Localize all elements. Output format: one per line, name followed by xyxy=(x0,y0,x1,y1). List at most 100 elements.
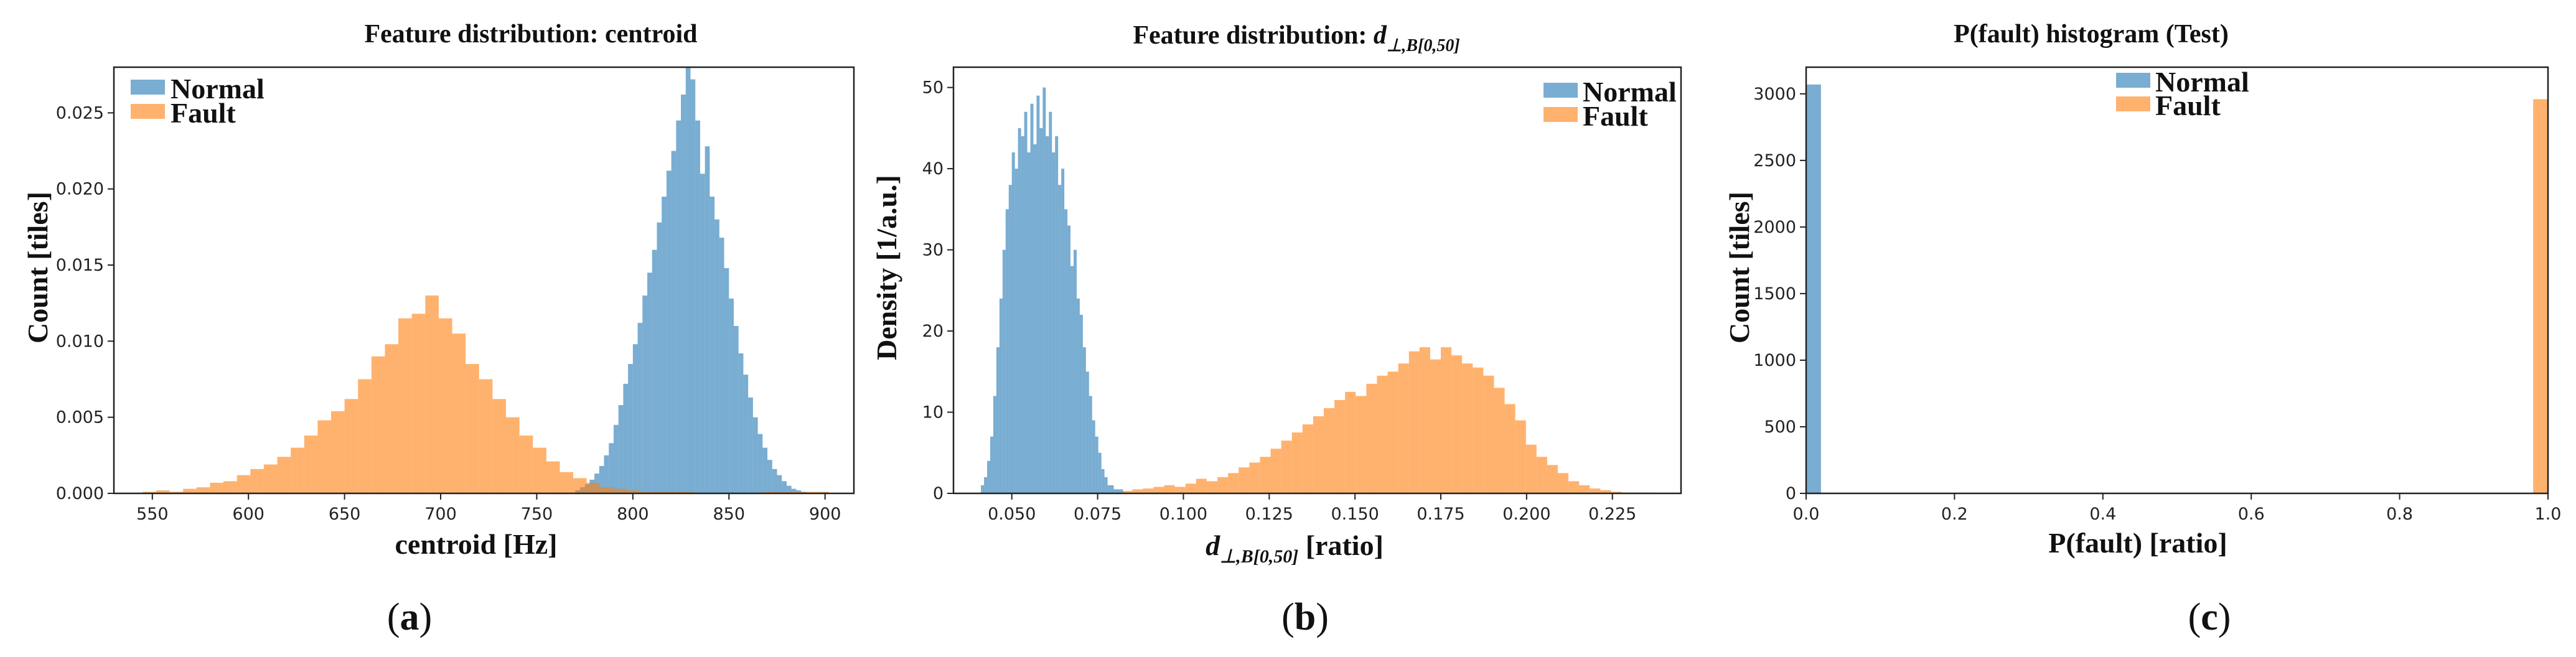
histogram-bar xyxy=(1483,375,1494,493)
series-normal xyxy=(1806,84,1821,493)
panel-c: P(fault) histogram (Test) 0.0 0.2 0.4 0.6 0.… xyxy=(1723,20,2561,638)
panel-c-label: (c) xyxy=(2188,596,2231,638)
histogram-bar xyxy=(479,379,493,493)
histogram-bar xyxy=(695,120,700,494)
histogram-bar xyxy=(210,482,224,494)
histogram-bar xyxy=(1033,144,1037,493)
histogram-bar xyxy=(666,170,672,493)
legend-label-fault: Fault xyxy=(2155,90,2221,121)
y-tick-label: 40 xyxy=(922,159,944,179)
histogram-bar xyxy=(492,399,507,493)
panel-b-title: Feature distribution: d⊥,B[0,50] xyxy=(1133,21,1459,55)
histogram-bar xyxy=(1568,481,1580,493)
histogram-bar xyxy=(1419,347,1430,493)
histogram-bar xyxy=(263,464,278,493)
histogram-bar xyxy=(385,344,399,493)
histogram-bar xyxy=(719,238,724,493)
histogram-bar xyxy=(1611,492,1622,493)
histogram-bar xyxy=(1122,491,1133,493)
histogram-bar xyxy=(662,196,667,493)
histogram-bar xyxy=(1039,128,1043,494)
histogram-bar xyxy=(1590,488,1601,493)
histogram-bar xyxy=(1547,465,1558,493)
histogram-bar xyxy=(1024,111,1028,493)
x-tick-label: 0.4 xyxy=(2089,505,2116,524)
histogram-bar xyxy=(705,146,710,493)
histogram-bar xyxy=(1164,485,1175,493)
histogram-bar xyxy=(1095,436,1098,493)
panel-b-legend: Normal Fault xyxy=(1543,76,1677,132)
legend-label-fault: Fault xyxy=(171,97,236,129)
histogram-bar xyxy=(733,325,739,493)
x-tick-label: 0.050 xyxy=(988,505,1036,524)
x-tick-label: 850 xyxy=(713,505,745,524)
histogram-bar xyxy=(1079,314,1083,493)
y-tick-label: 1000 xyxy=(1753,351,1796,370)
x-tick-label: 800 xyxy=(617,505,649,524)
y-tick-label: 30 xyxy=(922,241,944,260)
histogram-bar xyxy=(993,396,996,493)
histogram-bar xyxy=(1021,136,1024,493)
histogram-bar xyxy=(613,488,627,493)
panel-c-plot: 0.0 0.2 0.4 0.6 0.8 1.0 0 500 1000 1500 2000 2500 30… xyxy=(1753,66,2561,524)
histogram-bar xyxy=(1036,95,1040,494)
legend-swatch-fault xyxy=(131,104,165,119)
histogram-bar xyxy=(1515,420,1526,493)
y-tick-label: 500 xyxy=(1764,417,1796,437)
histogram-bar xyxy=(685,67,691,493)
legend-swatch-normal xyxy=(131,80,165,95)
panel-c-letter: c xyxy=(2201,596,2218,638)
y-tick-label: 0.010 xyxy=(56,332,104,351)
legend-swatch-fault xyxy=(2116,96,2150,111)
histogram-bar xyxy=(1185,483,1196,493)
histogram-bar xyxy=(1143,488,1154,493)
histogram-bar xyxy=(987,460,990,493)
histogram-bar xyxy=(277,457,291,493)
panel-a-legend: Normal Fault xyxy=(131,73,265,129)
histogram-bar xyxy=(613,424,619,493)
x-tick-label: 650 xyxy=(329,505,361,524)
y-tick-label: 0 xyxy=(933,484,944,503)
histogram-bar xyxy=(196,487,210,493)
histogram-bar xyxy=(791,488,797,493)
y-tick-label: 0.025 xyxy=(56,103,104,123)
panel-a-plot: 550 600 650 700 750 800 850 900 0.000 0.005 0.010 0… xyxy=(56,66,855,524)
histogram-bar xyxy=(609,443,614,493)
histogram-bar xyxy=(777,475,782,493)
histogram-bar xyxy=(1067,225,1071,493)
histogram-bar xyxy=(752,417,758,493)
histogram-bar xyxy=(1270,449,1281,493)
y-tick-label: 2000 xyxy=(1753,218,1796,237)
histogram-bar xyxy=(344,399,358,493)
panel-b-label: (b) xyxy=(1281,596,1329,638)
histogram-bar xyxy=(1228,473,1239,493)
panel-c-ylabel: Count [tiles] xyxy=(1723,192,1755,343)
panel-b: Feature distribution: d⊥,B[0,50] 0.050 0.… xyxy=(871,21,1682,638)
panel-c-title: P(fault) histogram (Test) xyxy=(1954,20,2229,49)
x-tick-label: 0.150 xyxy=(1331,505,1379,524)
histogram-bar xyxy=(757,434,763,493)
histogram-bar xyxy=(1217,477,1229,493)
histogram-bar xyxy=(738,353,744,493)
x-tick-label: 0.6 xyxy=(2238,505,2265,524)
histogram-bar xyxy=(1313,416,1324,493)
panel-a-label: (a) xyxy=(387,596,432,638)
legend-swatch-fault xyxy=(1543,107,1578,122)
histogram-bar xyxy=(1281,440,1292,493)
histogram-bar xyxy=(657,222,662,493)
histogram-bar xyxy=(632,344,638,493)
histogram-bar xyxy=(996,347,1000,493)
histogram-bar xyxy=(156,490,170,493)
y-tick-label: 1500 xyxy=(1753,284,1796,304)
histogram-bar xyxy=(990,436,993,493)
histogram-bar xyxy=(183,488,197,493)
histogram-bar xyxy=(671,151,677,494)
series-normal xyxy=(575,67,806,494)
histogram-bar xyxy=(981,485,985,493)
histogram-bar xyxy=(1291,432,1303,493)
histogram-bar xyxy=(1806,84,1821,493)
y-tick-label: 20 xyxy=(922,322,944,341)
y-tick-label: 0.015 xyxy=(56,256,104,275)
histogram-bar xyxy=(1110,485,1114,493)
histogram-bar xyxy=(1302,424,1313,493)
